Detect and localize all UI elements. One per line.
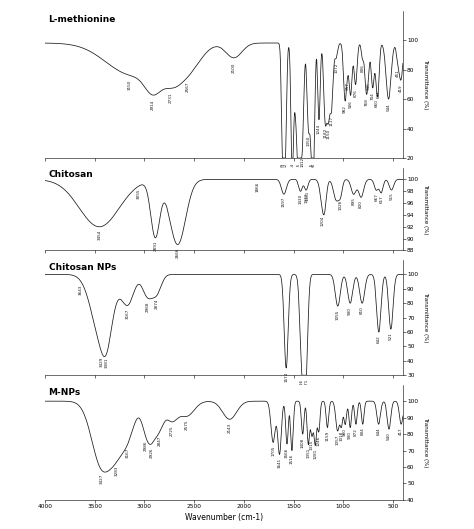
Text: 1055: 1055	[336, 309, 340, 320]
Text: 2731: 2731	[169, 93, 173, 103]
Text: 3283: 3283	[114, 466, 118, 477]
Text: 1018: 1018	[339, 431, 344, 441]
Text: 1416: 1416	[300, 379, 304, 389]
Y-axis label: Transmittance (%): Transmittance (%)	[423, 417, 428, 468]
Text: 644: 644	[377, 90, 381, 98]
Text: 2926: 2926	[150, 447, 154, 458]
Text: 768: 768	[365, 98, 368, 106]
Text: 540: 540	[387, 433, 391, 440]
Text: 1371: 1371	[304, 379, 309, 389]
Text: 544: 544	[387, 104, 391, 111]
Text: 667: 667	[374, 193, 378, 200]
Text: 704: 704	[371, 93, 374, 100]
Text: 1204: 1204	[321, 216, 325, 226]
Text: 1159: 1159	[326, 431, 329, 441]
Text: 1574: 1574	[284, 371, 288, 382]
Text: L-methionine: L-methionine	[49, 15, 116, 24]
Text: 417: 417	[399, 427, 403, 435]
Text: 1182: 1182	[323, 128, 327, 138]
Text: 1566: 1566	[285, 448, 289, 458]
Text: 1516: 1516	[290, 454, 294, 464]
Text: 2891: 2891	[153, 240, 157, 251]
Text: 872: 872	[354, 427, 358, 435]
Text: 521: 521	[389, 333, 393, 340]
Y-axis label: Transmittance (%): Transmittance (%)	[423, 59, 428, 110]
Text: 451: 451	[396, 70, 400, 77]
Text: 2567: 2567	[185, 82, 190, 92]
Text: 1057: 1057	[336, 434, 339, 445]
Text: Chitosan NPs: Chitosan NPs	[49, 263, 116, 272]
Text: 895: 895	[352, 197, 356, 205]
Text: 2725: 2725	[170, 425, 174, 436]
Text: 1351: 1351	[306, 448, 310, 459]
Text: 3429: 3429	[100, 357, 104, 367]
Text: 1373: 1373	[304, 193, 308, 203]
Text: 1244: 1244	[317, 124, 321, 134]
Text: 1150: 1150	[326, 129, 330, 139]
Text: 2874: 2874	[155, 299, 159, 309]
Text: 515: 515	[390, 193, 393, 200]
Text: 1361: 1361	[305, 190, 310, 200]
Text: 1597: 1597	[282, 197, 286, 207]
Text: 930: 930	[348, 431, 352, 439]
Text: 3150: 3150	[128, 80, 131, 90]
Text: 1705: 1705	[271, 446, 275, 456]
Text: 1609: 1609	[281, 162, 285, 173]
Text: 1026: 1026	[338, 200, 343, 211]
Text: 2968: 2968	[146, 302, 150, 312]
Text: 2575: 2575	[185, 420, 189, 431]
Text: 1445: 1445	[297, 162, 301, 172]
Text: Chitosan: Chitosan	[49, 170, 93, 179]
Text: 926: 926	[348, 100, 353, 108]
Text: 982: 982	[343, 105, 347, 113]
Text: 617: 617	[379, 195, 383, 203]
Text: 1315: 1315	[310, 440, 314, 450]
Text: 746: 746	[366, 82, 371, 90]
X-axis label: Wavenumber (cm-1): Wavenumber (cm-1)	[185, 513, 263, 522]
Text: 2100: 2100	[232, 62, 236, 72]
Text: 1117: 1117	[329, 115, 334, 126]
Text: 820: 820	[359, 200, 363, 208]
Text: 660: 660	[375, 99, 379, 107]
Text: 1641: 1641	[278, 458, 282, 468]
Text: 3427: 3427	[100, 474, 104, 485]
Text: 957: 957	[346, 83, 349, 90]
Text: 804: 804	[361, 427, 365, 435]
Text: M-NPs: M-NPs	[49, 388, 81, 397]
Text: 642: 642	[377, 335, 381, 343]
Text: 3643: 3643	[79, 285, 82, 295]
Text: 806: 806	[361, 64, 365, 72]
Text: 1281: 1281	[313, 449, 317, 459]
Text: 2847: 2847	[158, 435, 162, 446]
Text: 3167: 3167	[126, 309, 130, 319]
Text: 810: 810	[360, 307, 364, 314]
Text: 3381: 3381	[105, 357, 109, 368]
Text: 419: 419	[399, 84, 403, 92]
Text: 1866: 1866	[255, 182, 259, 192]
Text: 876: 876	[354, 89, 357, 97]
Text: 1072: 1072	[334, 63, 338, 73]
Text: 1582: 1582	[283, 162, 287, 173]
Text: 3167: 3167	[126, 448, 130, 458]
Text: 1350: 1350	[307, 135, 310, 145]
Text: 1430: 1430	[299, 194, 302, 204]
Text: 2143: 2143	[228, 423, 232, 433]
Text: 2666: 2666	[176, 247, 180, 258]
Text: 644: 644	[377, 427, 381, 435]
Text: 1412: 1412	[301, 157, 304, 167]
Y-axis label: Transmittance (%): Transmittance (%)	[423, 184, 428, 234]
Text: 1246: 1246	[317, 435, 321, 445]
Text: 1296: 1296	[312, 162, 316, 173]
Text: 3055: 3055	[137, 188, 141, 199]
Text: 3454: 3454	[97, 229, 101, 240]
Text: 2914: 2914	[151, 99, 155, 110]
Text: 930: 930	[348, 307, 352, 315]
Text: 1315: 1315	[310, 162, 314, 172]
Text: 980: 980	[343, 428, 347, 436]
Text: 1514: 1514	[290, 162, 294, 172]
Text: 2986: 2986	[144, 441, 148, 451]
Text: 1408: 1408	[301, 437, 305, 448]
Y-axis label: Transmittance (%): Transmittance (%)	[423, 293, 428, 343]
